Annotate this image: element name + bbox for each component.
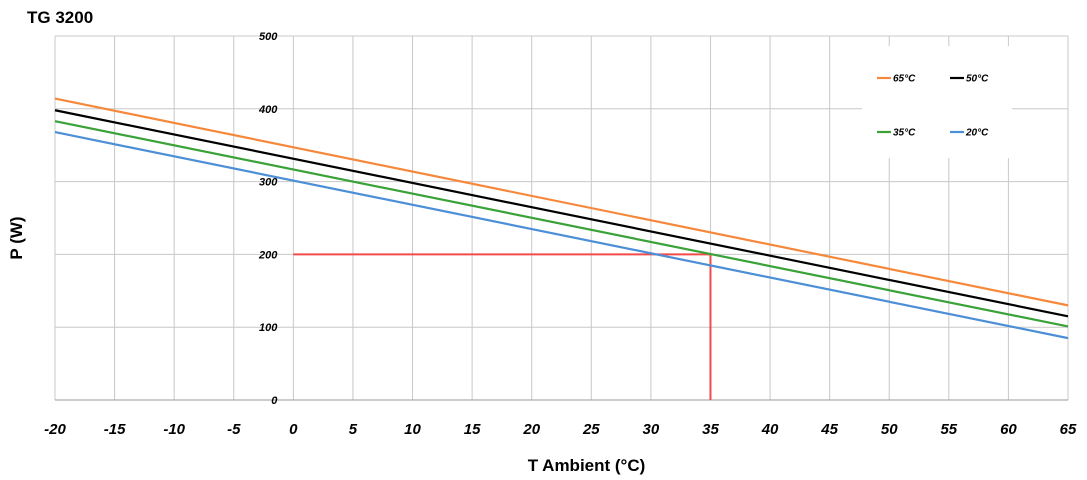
x-tick-label: 30 (643, 421, 660, 438)
y-axis-label: P (W) (7, 216, 26, 259)
legend-label: 65°C (893, 74, 916, 85)
legend-background (862, 46, 1012, 158)
y-tick-label: 100 (259, 322, 278, 334)
y-axis-ticks: 0 100 200 300 400 500 (258, 31, 278, 407)
x-tick-label: -5 (227, 421, 241, 438)
series-line (54, 120, 1069, 328)
x-tick-label: 5 (349, 421, 358, 438)
x-tick-label: 45 (820, 421, 838, 438)
series (54, 97, 1069, 340)
x-axis-label: T Ambient (°C) (528, 456, 646, 475)
x-tick-label: 60 (1000, 421, 1017, 438)
x-tick-label: -15 (104, 421, 126, 438)
legend-label: 35°C (893, 128, 916, 139)
x-tick-label: 50 (881, 421, 898, 438)
series-line (54, 131, 1069, 340)
y-tick-label: 0 (271, 395, 278, 407)
legend-label: 50°C (966, 74, 989, 85)
legend: 65°C 50°C 35°C 20°C (862, 46, 1012, 158)
x-tick-label: 55 (940, 421, 957, 438)
x-tick-label: 15 (464, 421, 481, 438)
legend-label: 20°C (965, 128, 989, 139)
x-tick-label: -10 (163, 421, 185, 438)
x-tick-label: 20 (522, 421, 540, 438)
x-tick-label: 0 (289, 421, 298, 438)
y-tick-label: 500 (259, 31, 278, 43)
series-line (54, 109, 1069, 318)
series-line (54, 97, 1069, 307)
y-tick-label: 200 (258, 249, 278, 261)
x-tick-label: 10 (404, 421, 421, 438)
x-tick-label: 25 (582, 421, 600, 438)
x-tick-label: 65 (1060, 421, 1077, 438)
x-tick-label: 35 (702, 421, 719, 438)
x-tick-label: -20 (44, 421, 66, 438)
x-axis-ticks: -20 -15 -10 -5 0 5 10 15 20 25 30 35 40 45 50 55 60 65 (44, 421, 1077, 438)
y-tick-label: 400 (258, 104, 278, 116)
chart-title: TG 3200 (27, 8, 94, 27)
y-tick-label: 300 (259, 177, 278, 189)
x-tick-label: 40 (761, 421, 779, 438)
